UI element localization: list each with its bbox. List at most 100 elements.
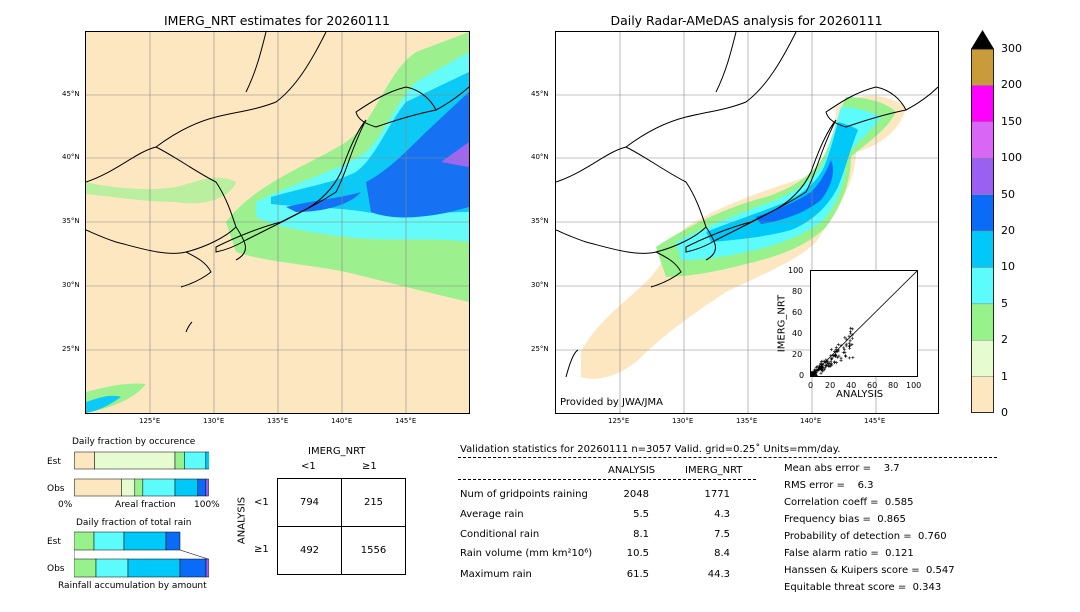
scatter-point bbox=[819, 371, 823, 375]
scatter-point bbox=[848, 339, 852, 343]
validation-col-imerg: IMERG_NRT bbox=[685, 465, 743, 476]
occurrence-bar-obs bbox=[74, 478, 122, 497]
scatter-point bbox=[843, 350, 847, 354]
validation-row-analysis: 8.1 bbox=[633, 529, 649, 540]
scatter-point bbox=[851, 327, 855, 331]
contingency-row-ge1: ≥1 bbox=[254, 544, 269, 555]
scatter-xtick-80: 80 bbox=[888, 381, 899, 390]
contingency-cell: 492 bbox=[277, 526, 342, 575]
scatter-point bbox=[817, 368, 821, 372]
score-pod: Probability of detection = 0.760 bbox=[784, 531, 947, 542]
scatter-point bbox=[834, 345, 838, 349]
scatter-point bbox=[814, 365, 818, 369]
colorbar-label: 100 bbox=[1001, 151, 1022, 165]
scatter-point bbox=[839, 356, 843, 360]
score-mae: Mean abs error = 3.7 bbox=[784, 463, 900, 474]
scatter-point bbox=[843, 335, 847, 339]
colorbar-label: 10 bbox=[1001, 260, 1015, 274]
scatter-point bbox=[848, 346, 852, 350]
colorbar-segment bbox=[970, 267, 995, 305]
scatter-point bbox=[835, 355, 839, 359]
occurrence-bar-est bbox=[74, 451, 95, 470]
scatter-ytick-20: 20 bbox=[792, 350, 803, 359]
contingency-title: IMERG_NRT bbox=[308, 446, 366, 457]
scatter-xtick-100: 100 bbox=[906, 381, 922, 390]
scatter-point bbox=[812, 369, 816, 373]
scatter-ytick-0: 0 bbox=[799, 371, 805, 380]
colorbar-label: 0 bbox=[1001, 406, 1008, 419]
score-corr: Correlation coeff = 0.585 bbox=[784, 497, 914, 508]
left-lon-125: 125°E bbox=[139, 417, 161, 425]
scatter-point bbox=[824, 358, 828, 362]
scatter-points bbox=[811, 326, 855, 376]
scatter-point bbox=[829, 360, 833, 364]
occurrence-bar-obs bbox=[121, 478, 136, 497]
scatter-point bbox=[812, 371, 816, 375]
contingency-cell: 215 bbox=[341, 478, 406, 527]
scatter-inset bbox=[810, 270, 918, 377]
right-map-grid bbox=[556, 32, 938, 413]
validation-row-analysis: 2048 bbox=[623, 489, 649, 500]
colorbar-label: 5 bbox=[1001, 296, 1008, 310]
scatter-point bbox=[847, 356, 851, 360]
occurrence-bar-obs bbox=[134, 478, 144, 497]
validation-row-label: Conditional rain bbox=[460, 529, 540, 540]
scatter-xtick-60: 60 bbox=[867, 381, 878, 390]
colorbar-label: 50 bbox=[1001, 187, 1015, 201]
scatter-point bbox=[821, 364, 825, 368]
scatter-point bbox=[847, 344, 851, 348]
left-lon-145: 145°E bbox=[395, 417, 417, 425]
total-rain-row-est: Est bbox=[47, 537, 61, 547]
scatter-xtick-40: 40 bbox=[846, 381, 857, 390]
scatter-ytick-40: 40 bbox=[792, 329, 803, 338]
left-map bbox=[85, 31, 470, 414]
total-rain-footer: Rainfall accumulation by amount bbox=[58, 581, 207, 591]
occurrence-bar-obs bbox=[197, 478, 207, 497]
score-freq-bias: Frequency bias = 0.865 bbox=[784, 514, 906, 525]
occurrence-title: Daily fraction by occurence bbox=[72, 437, 196, 447]
left-lon-130: 130°E bbox=[203, 417, 225, 425]
scatter-point bbox=[819, 365, 823, 369]
right-lat-25: 25°N bbox=[531, 345, 549, 353]
scatter-ytick-80: 80 bbox=[792, 287, 803, 296]
right-lat-40: 40°N bbox=[531, 153, 549, 161]
total-rain-row-obs: Obs bbox=[47, 564, 65, 574]
left-map-field bbox=[86, 32, 469, 413]
validation-row-label: Average rain bbox=[460, 509, 524, 520]
colorbar-segment bbox=[970, 339, 995, 377]
total-rain-bars bbox=[74, 531, 209, 578]
right-lat-30: 30°N bbox=[531, 281, 549, 289]
occurrence-bar-obs bbox=[205, 478, 209, 497]
scatter-point bbox=[849, 331, 853, 335]
left-map-coastline bbox=[86, 32, 469, 333]
scatter-point bbox=[851, 356, 855, 360]
occurrence-bars bbox=[74, 451, 209, 497]
colorbar-segment bbox=[970, 85, 995, 123]
score-rms: RMS error = 6.3 bbox=[784, 480, 874, 491]
scatter-point bbox=[850, 342, 854, 346]
right-lon-140: 140°E bbox=[800, 417, 822, 425]
right-lon-135: 135°E bbox=[736, 417, 758, 425]
validation-row-imerg: 44.3 bbox=[707, 569, 730, 580]
scatter-point bbox=[811, 374, 815, 376]
colorbar-segment bbox=[970, 303, 995, 341]
scatter-point bbox=[815, 374, 819, 376]
occurrence-bar-est bbox=[174, 451, 185, 470]
scatter-point bbox=[819, 368, 823, 372]
scatter-point bbox=[847, 334, 851, 338]
scatter-point bbox=[823, 366, 827, 370]
score-hk: Hanssen & Kuipers score = 0.547 bbox=[784, 565, 955, 576]
scatter-ylabel: IMERG_NRT bbox=[776, 294, 788, 353]
left-lat-35: 35°N bbox=[62, 217, 80, 225]
left-lat-25: 25°N bbox=[62, 345, 80, 353]
colorbar bbox=[970, 30, 995, 414]
occurrence-axis-left: 0% bbox=[58, 500, 73, 510]
occurrence-axis-mid: Areal fraction bbox=[115, 500, 176, 510]
scatter-point bbox=[831, 354, 835, 358]
scatter-point bbox=[824, 364, 828, 368]
scatter-point bbox=[843, 348, 847, 352]
scatter-point bbox=[850, 333, 854, 337]
right-lon-145: 145°E bbox=[864, 417, 886, 425]
colorbar-frame bbox=[971, 48, 994, 413]
occurrence-bar-obs bbox=[142, 478, 176, 497]
